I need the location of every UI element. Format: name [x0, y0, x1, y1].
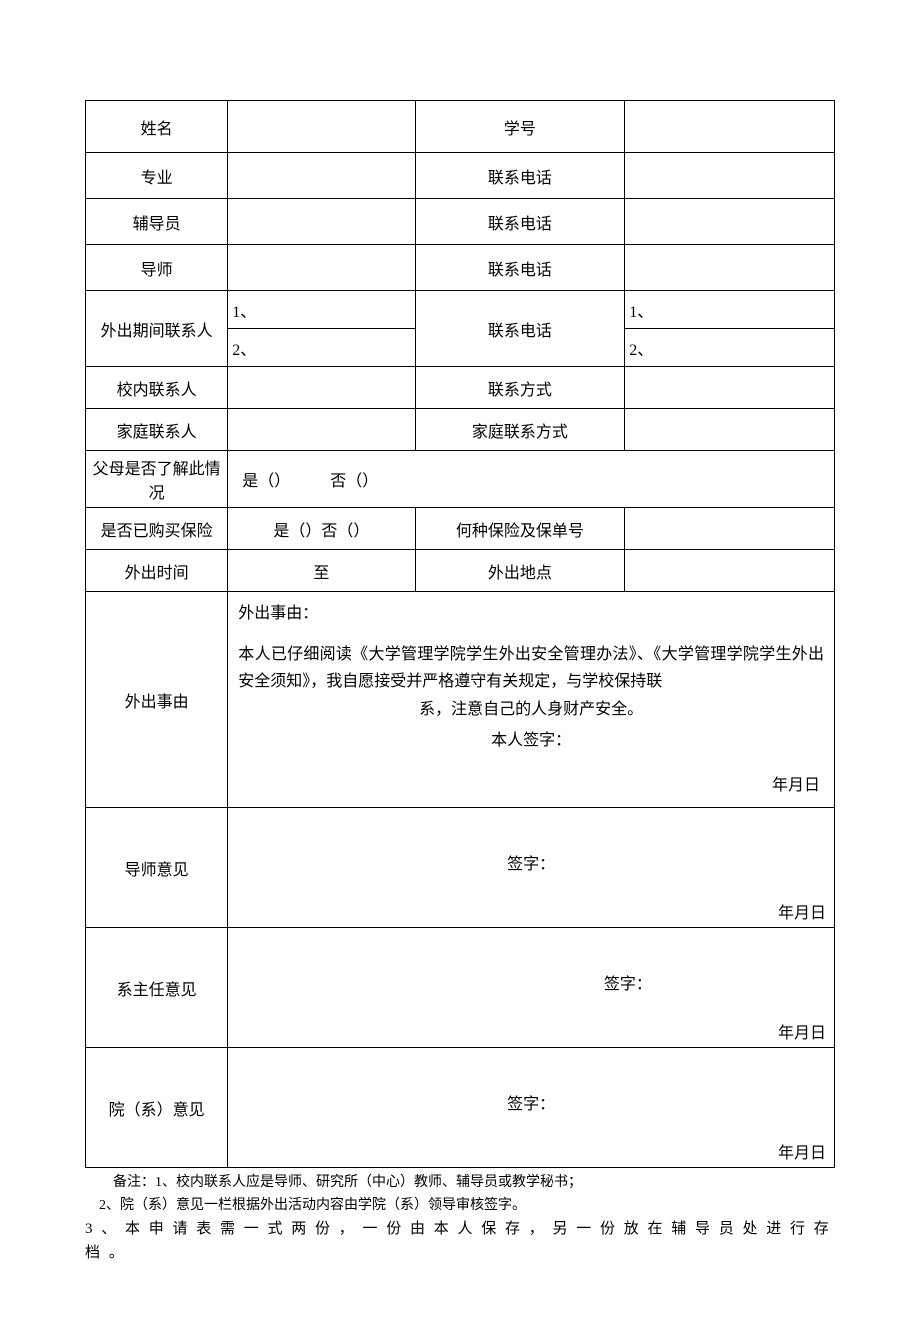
advisor-opinion-sign: 签字： — [507, 850, 555, 874]
label-away-phone: 联系电话 — [415, 291, 625, 367]
label-reason: 外出事由 — [86, 592, 228, 808]
value-away-location[interactable] — [625, 550, 835, 592]
label-away-location: 外出地点 — [415, 550, 625, 592]
row-advisor: 导师 联系电话 — [86, 245, 835, 291]
value-parents-aware[interactable]: 是（） 否（） — [228, 451, 835, 508]
advisor-opinion-date: 年月日 — [778, 899, 826, 923]
label-campus-contact-method: 联系方式 — [415, 367, 625, 409]
value-away-contact-1[interactable]: 1、 — [228, 291, 415, 329]
value-counselor[interactable] — [228, 199, 415, 245]
value-student-id[interactable] — [625, 101, 835, 153]
row-dept-head-opinion: 系主任意见 签字： 年月日 — [86, 928, 835, 1048]
value-campus-contact-method[interactable] — [625, 367, 835, 409]
label-campus-contact: 校内联系人 — [86, 367, 228, 409]
row-away-contact-1: 外出期间联系人 1、 联系电话 1、 — [86, 291, 835, 329]
label-advisor: 导师 — [86, 245, 228, 291]
note-1: 备注：1、校内联系人应是导师、研究所（中心）教师、辅导员或教学秘书； — [85, 1172, 835, 1194]
reason-heading: 外出事由： — [238, 600, 824, 627]
row-away-time: 外出时间 至 外出地点 — [86, 550, 835, 592]
label-advisor-phone: 联系电话 — [415, 245, 625, 291]
reason-date: 年月日 — [238, 772, 824, 799]
label-family-contact: 家庭联系人 — [86, 409, 228, 451]
note-2: 2、院（系）意见一栏根据外出活动内容由学院（系）领导审核签字。 — [85, 1195, 835, 1217]
row-family-contact: 家庭联系人 家庭联系方式 — [86, 409, 835, 451]
value-family-contact[interactable] — [228, 409, 415, 451]
row-counselor: 辅导员 联系电话 — [86, 199, 835, 245]
label-away-time: 外出时间 — [86, 550, 228, 592]
college-opinion-content[interactable]: 签字： 年月日 — [228, 1048, 835, 1168]
value-away-time[interactable]: 至 — [228, 550, 415, 592]
value-counselor-phone[interactable] — [625, 199, 835, 245]
row-name: 姓名 学号 — [86, 101, 835, 153]
label-has-insurance: 是否已购买保险 — [86, 508, 228, 550]
label-college-opinion: 院（系）意见 — [86, 1048, 228, 1168]
value-away-contact-2[interactable]: 2、 — [228, 329, 415, 367]
label-name: 姓名 — [86, 101, 228, 153]
college-opinion-sign: 签字： — [507, 1090, 555, 1114]
college-opinion-date: 年月日 — [778, 1139, 826, 1163]
row-major: 专业 联系电话 — [86, 153, 835, 199]
reason-sign-label: 本人签字： — [238, 727, 824, 754]
label-major: 专业 — [86, 153, 228, 199]
reason-content[interactable]: 外出事由： 本人已仔细阅读《大学管理学院学生外出安全管理办法》、《大学管理学院学… — [228, 592, 835, 808]
row-parents-aware: 父母是否了解此情况 是（） 否（） — [86, 451, 835, 508]
label-advisor-opinion: 导师意见 — [86, 808, 228, 928]
note-3: 3 、 本 申 请 表 需 一 式 两 份 ， 一 份 由 本 人 保 存 ， … — [85, 1217, 835, 1265]
reason-declare-text-1: 本人已仔细阅读《大学管理学院学生外出安全管理办法》、《大学管理学院学生外出安全须… — [238, 641, 824, 695]
dept-head-opinion-date: 年月日 — [778, 1019, 826, 1043]
advisor-opinion-content[interactable]: 签字： 年月日 — [228, 808, 835, 928]
label-family-contact-method: 家庭联系方式 — [415, 409, 625, 451]
dept-head-opinion-sign: 签字： — [604, 970, 652, 994]
value-campus-contact[interactable] — [228, 367, 415, 409]
application-form-table: 姓名 学号 专业 联系电话 辅导员 联系电话 导师 联系电话 外出期间联系人 1… — [85, 100, 835, 1168]
label-parents-aware: 父母是否了解此情况 — [86, 451, 228, 508]
notes-section: 备注：1、校内联系人应是导师、研究所（中心）教师、辅导员或教学秘书； 2、院（系… — [85, 1172, 835, 1265]
row-campus-contact: 校内联系人 联系方式 — [86, 367, 835, 409]
label-insurance-type: 何种保险及保单号 — [415, 508, 625, 550]
row-college-opinion: 院（系）意见 签字： 年月日 — [86, 1048, 835, 1168]
row-reason: 外出事由 外出事由： 本人已仔细阅读《大学管理学院学生外出安全管理办法》、《大学… — [86, 592, 835, 808]
value-name[interactable] — [228, 101, 415, 153]
value-phone[interactable] — [625, 153, 835, 199]
value-advisor[interactable] — [228, 245, 415, 291]
label-dept-head-opinion: 系主任意见 — [86, 928, 228, 1048]
value-insurance-type[interactable] — [625, 508, 835, 550]
value-major[interactable] — [228, 153, 415, 199]
value-away-phone-1[interactable]: 1、 — [625, 291, 835, 329]
label-phone: 联系电话 — [415, 153, 625, 199]
label-counselor-phone: 联系电话 — [415, 199, 625, 245]
value-insurance-options[interactable]: 是（）否（） — [228, 508, 415, 550]
row-advisor-opinion: 导师意见 签字： 年月日 — [86, 808, 835, 928]
value-away-phone-2[interactable]: 2、 — [625, 329, 835, 367]
reason-declare-text-2: 系，注意自己的人身财产安全。 — [238, 696, 824, 723]
value-family-contact-method[interactable] — [625, 409, 835, 451]
label-counselor: 辅导员 — [86, 199, 228, 245]
label-away-contact: 外出期间联系人 — [86, 291, 228, 367]
dept-head-opinion-content[interactable]: 签字： 年月日 — [228, 928, 835, 1048]
row-insurance: 是否已购买保险 是（）否（） 何种保险及保单号 — [86, 508, 835, 550]
value-advisor-phone[interactable] — [625, 245, 835, 291]
label-student-id: 学号 — [415, 101, 625, 153]
